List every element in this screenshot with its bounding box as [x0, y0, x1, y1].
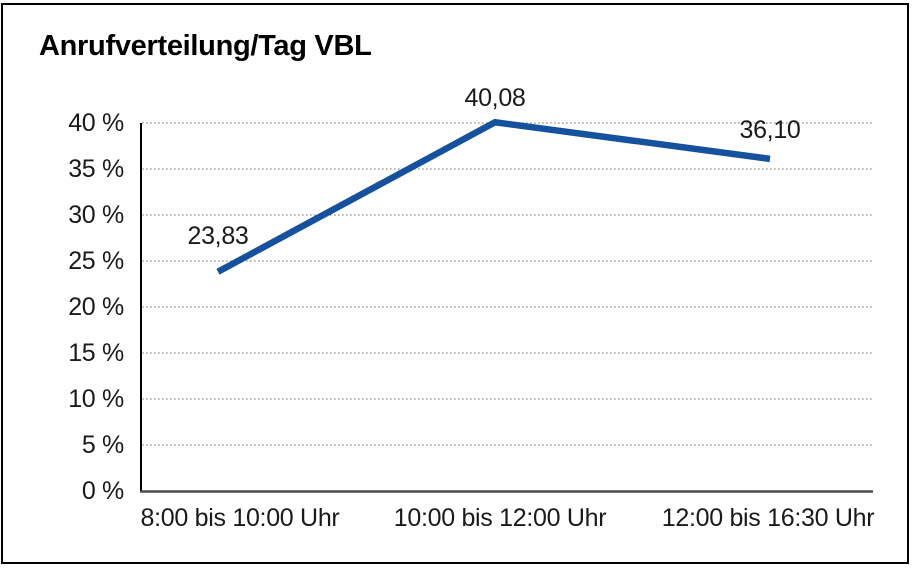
- grid-lines-group: [142, 122, 873, 446]
- y-axis-tick-label: 35 %: [68, 155, 124, 183]
- x-axis-category-label: 8:00 bis 10:00 Uhr: [140, 504, 340, 532]
- chart-frame: [1, 3, 909, 564]
- x-axis-category-label: 12:00 bis 16:30 Uhr: [661, 504, 875, 532]
- data-point-label: 23,83: [187, 221, 249, 250]
- series-line-group: [216, 118, 771, 275]
- data-point-label: 36,10: [739, 115, 801, 144]
- data-point-label: 40,08: [464, 84, 526, 113]
- y-axis-tick-label: 20 %: [68, 293, 124, 321]
- y-axis-tick-label: 25 %: [68, 247, 124, 275]
- x-axis-category-label: 10:00 bis 12:00 Uhr: [393, 504, 607, 532]
- y-axis-tick-label: 5 %: [81, 431, 124, 459]
- chart-title: Anrufverteilung/Tag VBL: [39, 30, 372, 62]
- y-axis-tick-label: 10 %: [68, 385, 124, 413]
- series-line: [216, 118, 771, 275]
- axis-lines-group: [140, 123, 873, 493]
- y-axis-tick-label: 30 %: [68, 201, 124, 229]
- y-axis-tick-label: 15 %: [68, 339, 124, 367]
- y-axis-tick-label: 40 %: [68, 109, 124, 137]
- y-axis-tick-label: 0 %: [81, 477, 124, 505]
